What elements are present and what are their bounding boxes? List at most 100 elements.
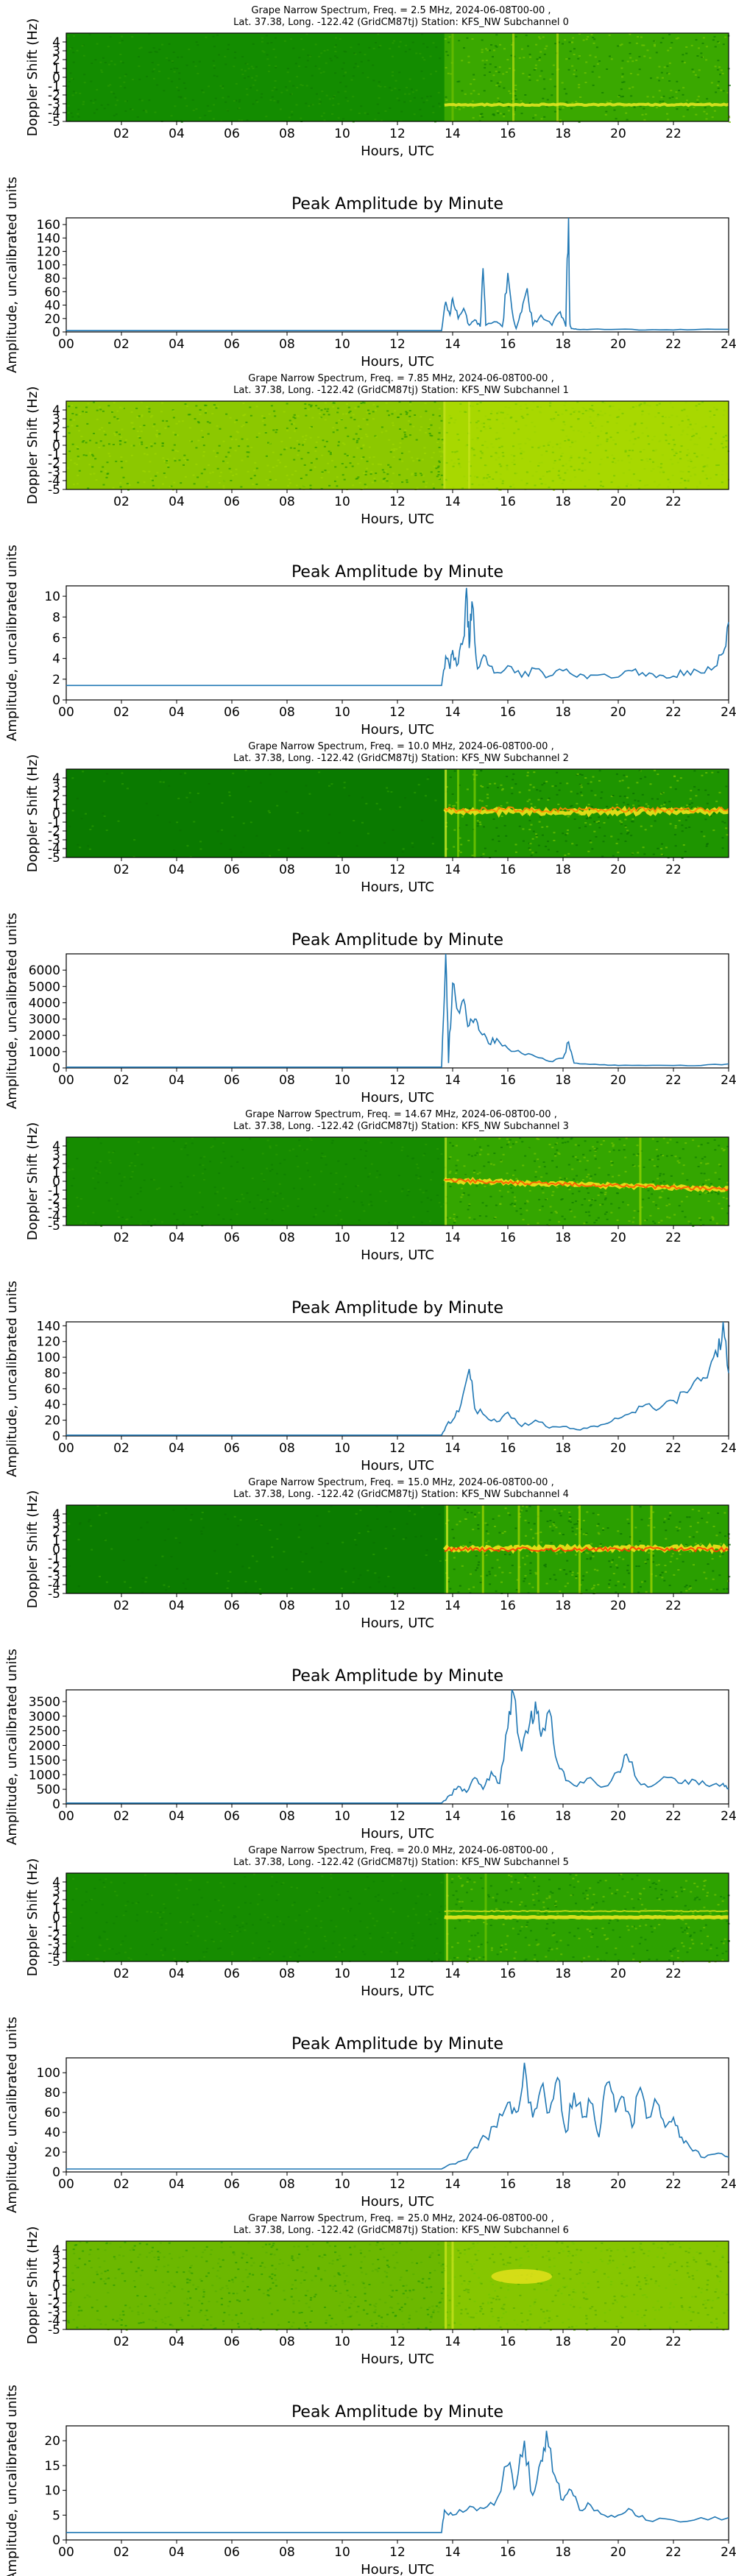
noise-speck [545,1928,548,1930]
noise-speck [562,479,565,481]
noise-speck [255,835,258,837]
noise-speck [437,471,440,473]
noise-speck [697,1145,700,1147]
noise-speck [275,478,277,481]
amplitude-xtick-label: 06 [224,1441,240,1456]
noise-speck [669,1512,672,1514]
noise-speck [263,1180,266,1182]
noise-speck [146,1893,149,1895]
noise-speck [553,417,556,420]
noise-speck [283,1956,286,1958]
noise-speck [381,119,383,121]
noise-speck [459,411,462,413]
noise-speck [561,453,564,455]
noise-speck [171,61,174,63]
noise-speck [432,42,435,44]
noise-speck [673,444,676,445]
noise-speck [389,1950,392,1953]
noise-speck [523,57,526,59]
noise-speck [640,778,643,779]
noise-speck [606,68,609,70]
noise-speck [584,485,587,487]
noise-speck [710,82,713,84]
noise-speck [388,439,391,441]
noise-speck [704,818,707,821]
noise-speck [537,1158,539,1161]
noise-speck [620,823,623,825]
noise-speck [183,464,185,466]
noise-speck [522,1164,525,1167]
noise-speck [583,457,586,459]
noise-speck [360,403,363,404]
noise-speck [381,431,383,434]
noise-speck [461,90,464,92]
noise-speck [161,43,163,46]
noise-speck [114,434,117,436]
noise-speck [468,1958,471,1960]
noise-speck [121,467,124,469]
noise-speck [587,782,590,785]
noise-speck [676,1957,679,1959]
noise-speck [186,1175,189,1178]
noise-speck [712,426,715,428]
noise-speck [304,1946,307,1948]
amplitude-xtick-label: 12 [389,1441,406,1456]
noise-speck [123,81,126,83]
noise-speck [504,1507,507,1510]
amplitude-ytick-label: 3500 [29,1695,60,1710]
noise-speck [693,443,696,445]
noise-speck [136,416,139,418]
noise-speck [289,482,291,484]
noise-speck [710,443,712,445]
noise-speck [542,97,545,99]
noise-speck [569,1571,572,1573]
noise-speck [79,1221,82,1223]
noise-speck [522,417,525,419]
noise-speck [379,1190,382,1192]
noise-speck [398,474,401,476]
noise-speck [200,430,203,432]
noise-speck [320,115,323,117]
noise-speck [367,113,369,115]
noise-speck [705,772,708,774]
noise-speck [136,1154,139,1156]
noise-speck [459,403,462,405]
noise-speck [195,1213,198,1215]
noise-speck [328,484,331,486]
noise-speck [512,1143,514,1145]
noise-speck [692,1536,695,1538]
noise-speck [453,1222,456,1224]
noise-speck [637,436,640,439]
noise-speck [533,1958,536,1961]
noise-speck [411,473,414,475]
noise-speck [335,1172,338,1174]
noise-speck [629,1536,632,1538]
noise-speck [91,63,93,64]
noise-speck [322,71,325,73]
noise-speck [511,1183,514,1186]
noise-speck [549,1891,552,1893]
noise-speck [367,1887,370,1889]
noise-speck [587,1192,590,1194]
noise-speck [392,456,395,458]
noise-speck [520,1925,523,1928]
noise-speck [412,1216,415,1218]
noise-speck [547,799,550,801]
noise-speck [287,847,290,849]
noise-speck [524,1905,527,1907]
noise-speck [207,433,210,435]
noise-speck [499,437,502,439]
noise-speck [600,1543,602,1545]
noise-speck [597,1523,600,1525]
noise-speck [707,1512,710,1514]
noise-speck [608,1586,611,1588]
noise-speck [659,467,662,469]
noise-speck [174,1537,177,1539]
noise-speck [119,60,122,63]
noise-speck [623,105,626,107]
noise-speck [626,833,629,835]
noise-speck [392,422,394,424]
noise-speck [99,440,102,442]
noise-speck [71,1168,74,1170]
noise-speck [707,1178,710,1181]
